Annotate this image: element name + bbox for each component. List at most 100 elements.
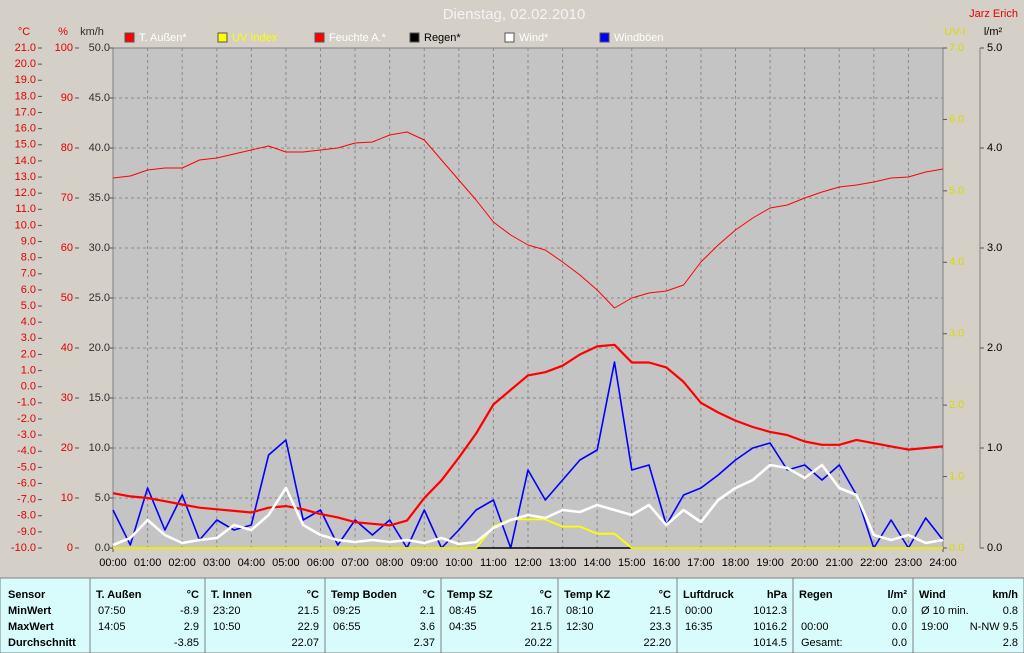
y-tick-label: 21.0	[15, 42, 36, 54]
cell-value: 1016.2	[753, 621, 787, 633]
legend-swatch	[217, 32, 228, 43]
cell-value: 2.8	[1003, 637, 1018, 649]
column-title: T. Außen	[96, 589, 142, 601]
y-tick-label: 90	[61, 92, 73, 104]
cell-time: 19:00	[921, 621, 949, 633]
author: Jarz Erich	[969, 8, 1018, 20]
y-tick-label: 13.0	[15, 171, 36, 183]
x-tick-label: 17:00	[687, 557, 715, 569]
legend-swatch	[599, 32, 610, 43]
y-tick-label: 9.0	[21, 235, 36, 247]
legend-label: Feuchte A.*	[329, 32, 387, 44]
legend-swatch	[124, 32, 135, 43]
y-tick-label: 2.0	[21, 348, 36, 360]
cell-value: 2.37	[414, 637, 435, 649]
series-line	[113, 518, 943, 549]
cell-value: 22.07	[291, 637, 319, 649]
cell-value: 0.0	[892, 605, 907, 617]
x-tick-label: 14:00	[583, 557, 611, 569]
y-tick-label: 6.0	[949, 113, 964, 125]
y-tick-label: 5.0	[949, 185, 964, 197]
y-tick-label: 25.0	[89, 292, 110, 304]
y-tick-label: 5.0	[95, 492, 110, 504]
y-tick-label: 11.0	[15, 203, 36, 215]
x-tick-label: 15:00	[618, 557, 646, 569]
y-tick-label: -1.0	[17, 397, 36, 409]
cell-time: 06:55	[333, 621, 361, 633]
column-unit: °C	[187, 589, 199, 601]
y-tick-label: 4.0	[949, 256, 964, 268]
column-unit: °C	[540, 589, 552, 601]
y-tick-label: 10	[61, 492, 73, 504]
x-tick-label: 19:00	[756, 557, 784, 569]
y-tick-label: -7.0	[17, 494, 36, 506]
cell-value: 0.0	[892, 621, 907, 633]
axis-title: %	[58, 26, 68, 38]
cell-time: 00:00	[685, 605, 713, 617]
y-tick-label: 4.0	[21, 316, 36, 328]
x-tick-label: 02:00	[168, 557, 196, 569]
legend-label: Wind*	[519, 32, 549, 44]
y-tick-label: 60	[61, 242, 73, 254]
table-bg	[0, 577, 1024, 653]
x-tick-label: 23:00	[895, 557, 923, 569]
cell-value: 1014.5	[753, 637, 787, 649]
x-tick-label: 21:00	[825, 557, 853, 569]
y-tick-label: 17.0	[15, 106, 36, 118]
y-tick-label: 50.0	[89, 42, 110, 54]
y-tick-label: -3.0	[17, 429, 36, 441]
y-tick-label: 6.0	[21, 284, 36, 296]
axis-title: km/h	[80, 26, 104, 38]
cell-time: 10:50	[213, 621, 241, 633]
axis-title: l/m²	[984, 26, 1003, 38]
cell-value: 20.22	[524, 637, 552, 649]
axis-title: °C	[18, 26, 30, 38]
cell-value: N-NW 9.5	[970, 621, 1018, 633]
cell-value: 1012.3	[753, 605, 787, 617]
y-tick-label: 20.0	[89, 342, 110, 354]
y-tick-label: -9.0	[17, 526, 36, 538]
x-tick-label: 05:00	[272, 557, 300, 569]
column-title: Temp KZ	[564, 589, 611, 601]
x-tick-label: 24:00	[929, 557, 957, 569]
column-title: Temp Boden	[331, 589, 397, 601]
y-tick-label: 7.0	[949, 42, 964, 54]
x-tick-label: 12:00	[514, 557, 542, 569]
y-tick-label: 80	[61, 142, 73, 154]
column-title: Luftdruck	[683, 589, 735, 601]
x-tick-label: 16:00	[653, 557, 681, 569]
cell-time: Ø 10 min.	[921, 605, 969, 617]
y-tick-label: 14.0	[15, 155, 36, 167]
cell-time: 00:00	[801, 621, 829, 633]
cell-value: 2.9	[184, 621, 199, 633]
y-tick-label: 0.0	[95, 542, 110, 554]
y-tick-label: 19.0	[15, 74, 36, 86]
summary-table: Sensor MinWert MaxWert Durchschnitt T. Außen…	[8, 578, 1018, 653]
y-tick-label: 1.0	[21, 364, 36, 376]
legend-label: UV Index	[232, 32, 278, 44]
cell-value: 0.0	[892, 637, 907, 649]
cell-value: 3.6	[420, 621, 435, 633]
y-tick-label: 0	[67, 542, 73, 554]
y-tick-label: 10.0	[15, 219, 36, 231]
cell-value: 23.3	[650, 621, 671, 633]
x-tick-label: 08:00	[376, 557, 404, 569]
column-unit: °C	[423, 589, 435, 601]
y-tick-label: 3.0	[949, 328, 964, 340]
y-tick-label: -5.0	[17, 461, 36, 473]
y-tick-label: 18.0	[15, 90, 36, 102]
y-tick-label: 1.0	[949, 470, 964, 482]
y-tick-label: 5.0	[21, 300, 36, 312]
column-unit: °C	[659, 589, 671, 601]
x-tick-label: 00:00	[99, 557, 127, 569]
y-tick-label: 45.0	[89, 92, 110, 104]
y-tick-label: 3.0	[987, 242, 1002, 254]
y-tick-label: 35.0	[89, 192, 110, 204]
cell-value: 21.5	[650, 605, 671, 617]
y-tick-label: -10.0	[11, 542, 36, 554]
y-tick-label: -2.0	[17, 413, 36, 425]
cell-time: 08:10	[566, 605, 594, 617]
y-tick-label: 16.0	[15, 123, 36, 135]
y-tick-label: 5.0	[987, 42, 1002, 54]
cell-value: -3.85	[174, 637, 199, 649]
